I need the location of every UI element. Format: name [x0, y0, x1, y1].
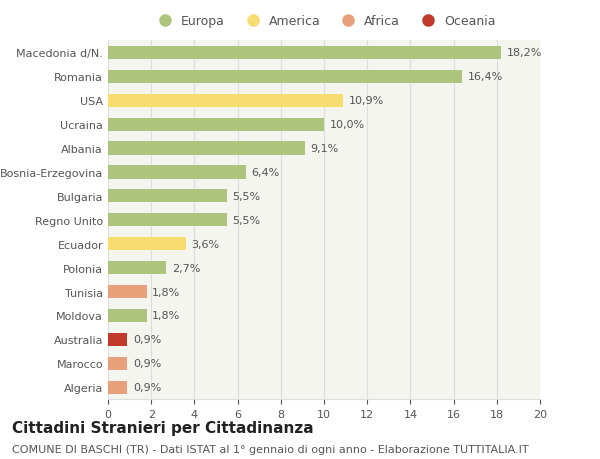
Text: 0,9%: 0,9%	[133, 382, 161, 392]
Bar	[108, 71, 462, 84]
Legend: Europa, America, Africa, Oceania: Europa, America, Africa, Oceania	[152, 15, 496, 28]
Bar	[108, 118, 324, 131]
Text: 1,8%: 1,8%	[152, 287, 181, 297]
Text: 18,2%: 18,2%	[506, 48, 542, 58]
Text: 1,8%: 1,8%	[152, 311, 181, 321]
Text: 6,4%: 6,4%	[251, 168, 280, 178]
Bar	[108, 381, 127, 394]
Text: COMUNE DI BASCHI (TR) - Dati ISTAT al 1° gennaio di ogni anno - Elaborazione TUT: COMUNE DI BASCHI (TR) - Dati ISTAT al 1°…	[12, 444, 529, 454]
Bar	[108, 262, 166, 274]
Bar	[108, 190, 227, 203]
Text: 3,6%: 3,6%	[191, 239, 219, 249]
Bar	[108, 47, 501, 60]
Bar	[108, 95, 343, 107]
Bar	[108, 166, 246, 179]
Text: 0,9%: 0,9%	[133, 335, 161, 345]
Bar	[108, 357, 127, 370]
Bar	[108, 142, 305, 155]
Text: 2,7%: 2,7%	[172, 263, 200, 273]
Text: 9,1%: 9,1%	[310, 144, 338, 154]
Text: 16,4%: 16,4%	[467, 72, 503, 82]
Text: 10,0%: 10,0%	[329, 120, 365, 130]
Bar	[108, 285, 147, 298]
Text: 10,9%: 10,9%	[349, 96, 384, 106]
Bar	[108, 238, 186, 251]
Text: Cittadini Stranieri per Cittadinanza: Cittadini Stranieri per Cittadinanza	[12, 420, 314, 435]
Bar	[108, 333, 127, 346]
Text: 5,5%: 5,5%	[232, 215, 260, 225]
Bar	[108, 309, 147, 322]
Bar	[108, 214, 227, 227]
Text: 5,5%: 5,5%	[232, 191, 260, 202]
Text: 0,9%: 0,9%	[133, 358, 161, 369]
